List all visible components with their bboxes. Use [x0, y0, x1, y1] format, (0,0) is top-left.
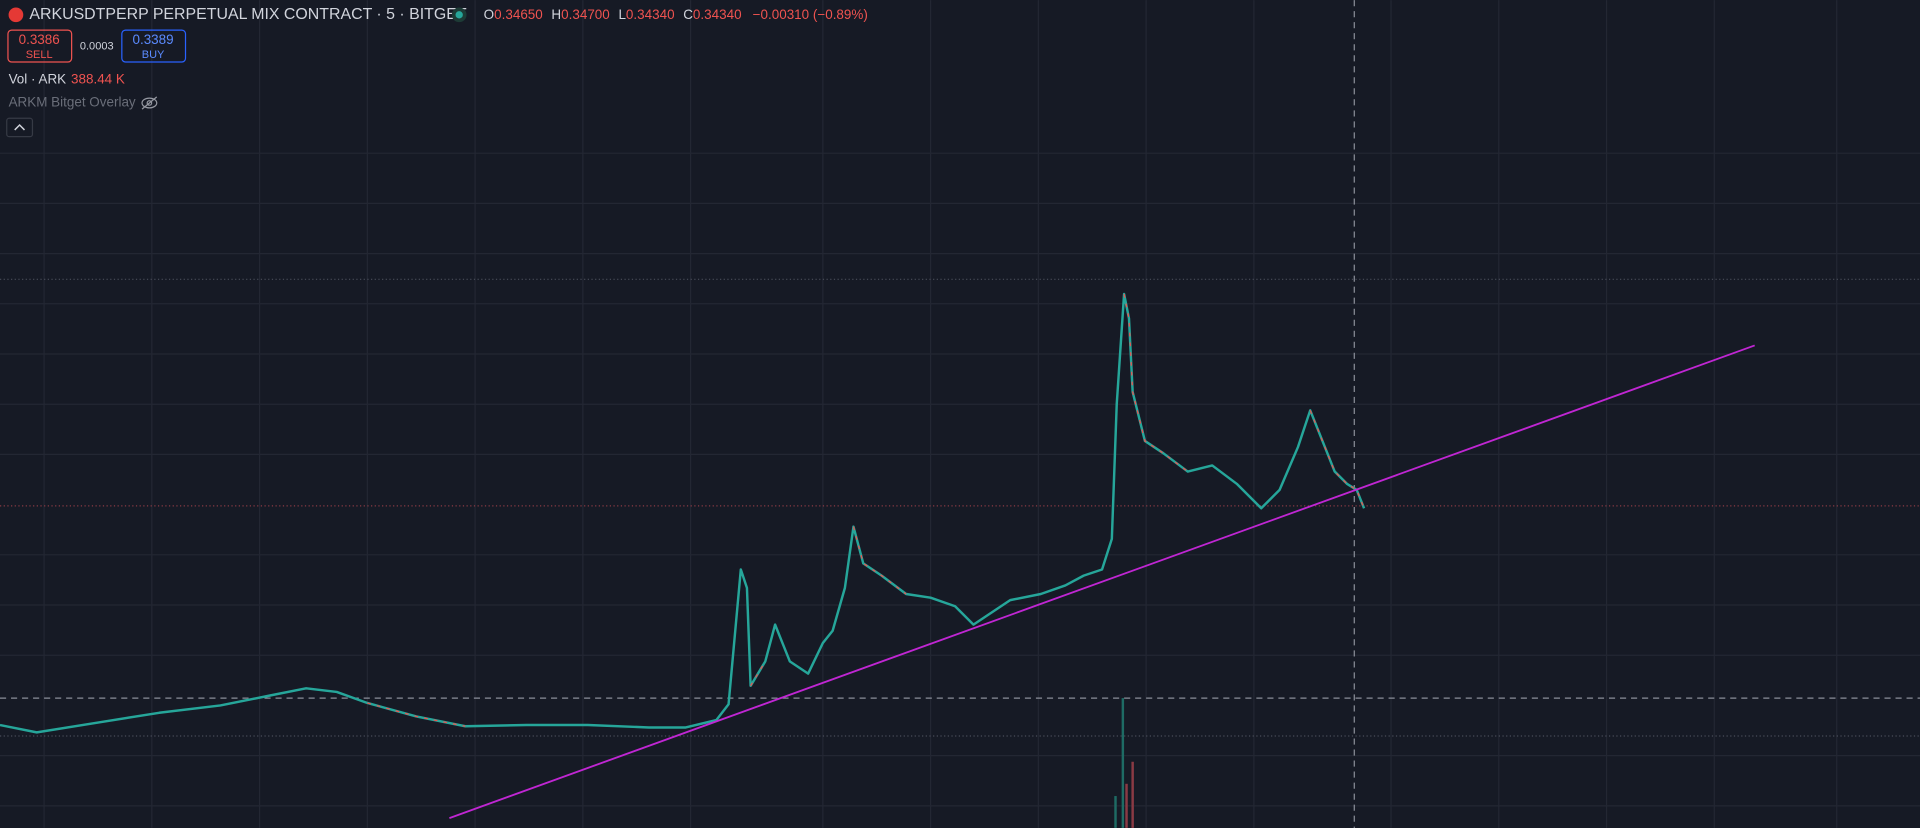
price-series-down — [367, 293, 1365, 727]
ohlc-value: 0.34340 — [693, 6, 742, 21]
change: −0.00310 (−0.89%) — [753, 6, 868, 21]
volume — [1114, 698, 1134, 828]
buy-price: 0.3389 — [132, 32, 173, 47]
price-series — [0, 292, 1366, 734]
symbol-title: ARKUSDTPERP PERPETUAL MIX CONTRACT · 5 ·… — [29, 6, 466, 23]
indicator-name: ARKM Bitget Overlay — [9, 95, 136, 110]
ohlc: O0.34650 H0.34700 L0.34340 C0.34340 −0.0… — [484, 6, 868, 21]
buy-label: BUY — [142, 49, 165, 61]
ohlc-label: O — [484, 6, 494, 21]
indicator-value: 388.44 K — [71, 71, 125, 86]
trend-line[interactable] — [449, 344, 1756, 819]
ohlc-value: 0.34340 — [626, 6, 675, 21]
indicator-name: Vol · ARK — [9, 71, 67, 86]
sell-price: 0.3386 — [19, 32, 60, 47]
buy-button[interactable] — [121, 29, 187, 63]
collapse-button[interactable] — [6, 117, 34, 138]
hide-icon[interactable] — [141, 96, 158, 110]
ohlc-label: H — [551, 6, 561, 21]
ohlc-label: L — [618, 6, 626, 21]
collapse-icon — [14, 123, 26, 131]
symbol-icon — [8, 7, 24, 23]
status-dot — [455, 11, 463, 19]
ohlc-value: 0.34650 — [494, 6, 543, 21]
ohlc-value: 0.34700 — [561, 6, 610, 21]
ohlc-label: C — [683, 6, 693, 21]
sell-label: SELL — [26, 49, 53, 61]
spread: 0.0003 — [80, 41, 114, 53]
sell-button[interactable] — [7, 29, 73, 63]
